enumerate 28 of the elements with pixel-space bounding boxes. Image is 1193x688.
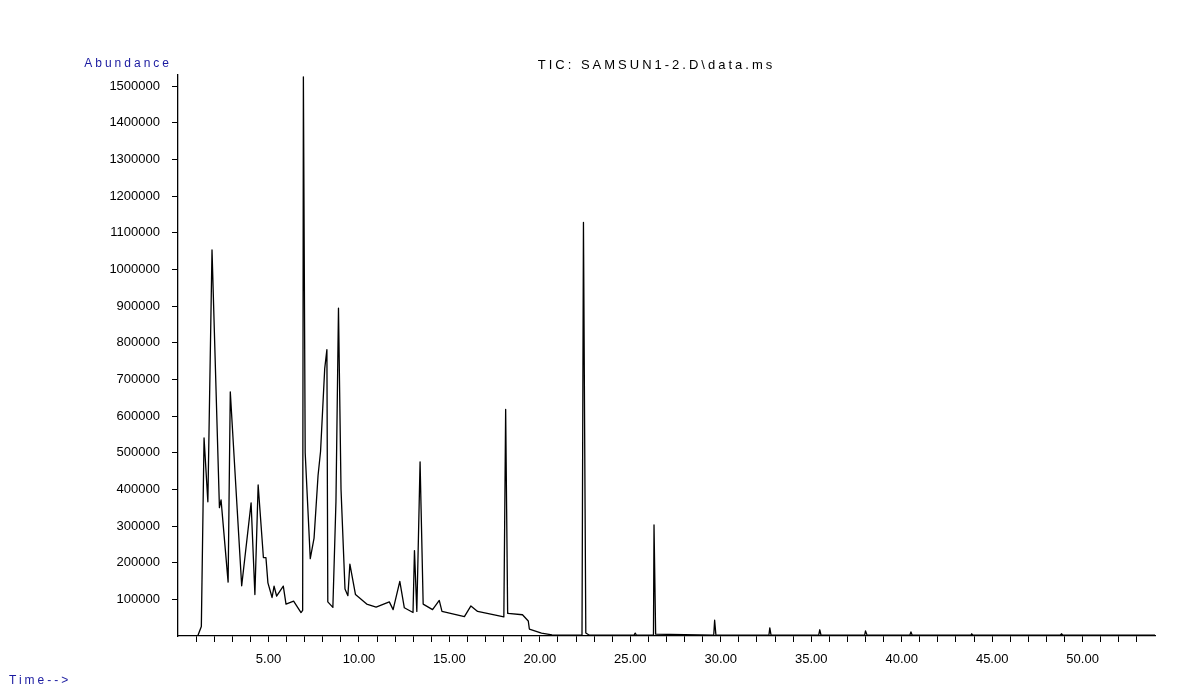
x-tick-label: 45.00 [975,651,1009,667]
y-tick-label: 700000 [116,370,160,386]
x-tick-label: 5.00 [255,651,282,667]
x-tick-label: 15.00 [433,651,466,667]
y-tick-label: 100000 [116,590,160,606]
x-tick-label: 35.00 [794,651,828,667]
y-tick-label: 1000000 [109,260,160,276]
y-tick-label: 1300000 [109,150,160,166]
y-tick-label: 1400000 [109,114,160,130]
x-axis-title: Time--> [9,673,72,687]
x-tick-label: 10.00 [342,651,376,667]
x-tick-label: 50.00 [1066,651,1099,667]
x-tick-label: 30.00 [704,651,738,667]
y-axis-title: Abundance [84,56,172,70]
x-tick-label: 20.00 [523,651,557,667]
y-tick-label: 600000 [116,407,160,423]
y-tick-label: 1100000 [110,224,160,240]
x-tick-label: 40.00 [885,651,918,667]
y-tick-label: 900000 [116,297,160,313]
x-tick-label: 25.00 [614,651,647,667]
y-tick-label: 300000 [116,517,160,533]
y-tick-label: 1500000 [109,77,160,93]
y-tick-label: 200000 [116,554,160,570]
chart-title: TIC: SAMSUN1-2.D\data.ms [537,57,776,72]
y-tick-label: 1200000 [109,187,160,203]
y-tick-label: 400000 [116,480,160,496]
y-tick-label: 800000 [116,334,160,350]
y-tick-label: 500000 [116,444,160,460]
